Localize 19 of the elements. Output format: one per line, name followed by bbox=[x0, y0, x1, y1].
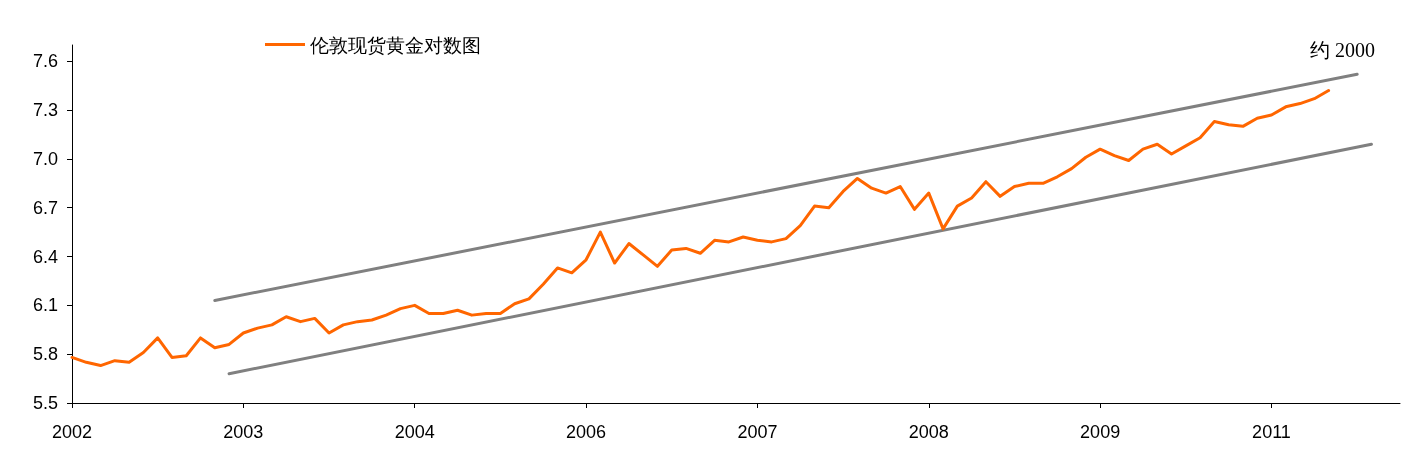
x-tick-label: 2003 bbox=[223, 422, 264, 442]
y-tick-label: 6.4 bbox=[32, 246, 58, 267]
x-tick-label: 2009 bbox=[1080, 422, 1121, 442]
y-tick-label: 5.5 bbox=[32, 393, 58, 413]
x-tick-label: 2011 bbox=[1252, 422, 1291, 442]
x-tick-label: 2004 bbox=[394, 422, 435, 442]
line-series bbox=[70, 89, 1331, 368]
legend-label: 伦敦现货黄金对数图 bbox=[310, 33, 481, 56]
x-tick-label: 2008 bbox=[908, 422, 949, 442]
y-tick-label: 7.3 bbox=[32, 100, 58, 121]
y-tick-label: 6.7 bbox=[32, 197, 58, 218]
x-tick-label: 2002 bbox=[51, 422, 93, 442]
annotation: 约 2000 bbox=[1310, 39, 1375, 61]
y-tick-label: 5.8 bbox=[32, 344, 58, 365]
x-tick-label: 2006 bbox=[566, 422, 607, 442]
y-tick-label: 7.0 bbox=[32, 148, 58, 169]
y-tick-label: 7.6 bbox=[32, 51, 58, 72]
x-tick-label: 2007 bbox=[737, 422, 778, 442]
y-tick-label: 6.1 bbox=[32, 295, 58, 316]
